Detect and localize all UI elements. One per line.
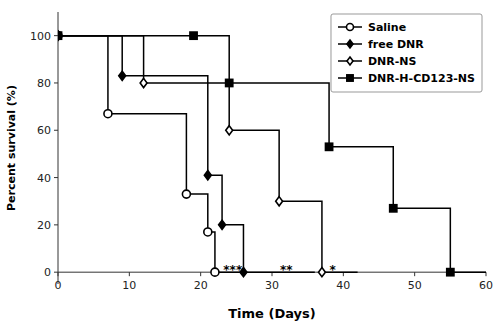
x-tick: [200, 272, 201, 276]
y-tick: [54, 177, 58, 178]
y-tick: [54, 82, 58, 83]
censor-marker: [58, 32, 62, 39]
legend-label: Saline: [368, 21, 406, 34]
censor-marker: [276, 197, 283, 206]
censor-marker: [447, 269, 454, 276]
censor-marker: [190, 32, 197, 39]
legend-marker: [347, 57, 353, 65]
significance-annotation: ***: [223, 263, 243, 277]
censor-marker: [318, 268, 325, 277]
legend: Saline free DNR DNR-NS DNR-H-CD123-NS: [331, 14, 482, 92]
x-tick-label: 40: [336, 279, 350, 292]
legend-label: DNR-H-CD123-NS: [368, 72, 475, 85]
legend-marker: [347, 75, 353, 81]
legend-label: DNR-NS: [368, 55, 417, 68]
censor-marker: [204, 171, 211, 180]
axes: 0 10 20 30 40 50 60 0 20 40 60 80 100: [30, 12, 493, 292]
legend-box: [331, 14, 482, 92]
significance-annotation: **: [280, 263, 293, 277]
censor-marker: [226, 126, 233, 135]
y-tick: [54, 224, 58, 225]
survival-line: [58, 36, 243, 273]
censor-marker: [204, 228, 212, 236]
censor-marker: [325, 143, 332, 150]
x-tick-label: 50: [408, 279, 422, 292]
y-tick-label: 40: [37, 172, 51, 185]
legend-marker: [346, 24, 353, 31]
censor-marker: [226, 79, 233, 86]
x-tick: [58, 272, 59, 276]
y-tick: [54, 35, 58, 36]
x-tick-label: 10: [122, 279, 136, 292]
censor-marker: [58, 31, 61, 40]
survival-line: [58, 36, 358, 273]
chart: 0 10 20 30 40 50 60 0 20 40 60 80 100 Time (Days) Perc…: [0, 0, 500, 326]
y-tick-label: 20: [37, 219, 51, 232]
y-axis-label: Percent survival (%): [5, 85, 18, 211]
y-tick-label: 100: [30, 30, 51, 43]
y-tick: [54, 272, 58, 273]
legend-label: free DNR: [368, 38, 424, 51]
annotations: ******: [223, 263, 336, 277]
censor-marker: [390, 205, 397, 212]
survival-line: [58, 36, 486, 273]
x-tick: [414, 272, 415, 276]
survival-line: [58, 36, 315, 273]
censor-marker: [58, 31, 61, 40]
y-tick-label: 0: [44, 266, 51, 279]
censor-marker: [104, 110, 112, 118]
y-axis-line: [58, 12, 59, 284]
censor-marker: [211, 268, 219, 276]
censor-marker: [58, 32, 62, 40]
y-tick-label: 60: [37, 124, 51, 137]
x-axis-label: Time (Days): [228, 306, 315, 321]
x-tick-label: 20: [194, 279, 208, 292]
x-tick-label: 0: [55, 279, 62, 292]
significance-annotation: *: [329, 263, 336, 277]
censor-marker: [219, 220, 226, 229]
censor-marker: [140, 78, 147, 87]
x-tick-label: 60: [479, 279, 493, 292]
censor-marker: [182, 190, 190, 198]
y-tick: [54, 130, 58, 131]
y-tick-label: 80: [37, 77, 51, 90]
x-tick: [129, 272, 130, 276]
x-tick-label: 30: [265, 279, 279, 292]
legend-marker: [347, 40, 353, 48]
censor-marker: [119, 71, 126, 80]
